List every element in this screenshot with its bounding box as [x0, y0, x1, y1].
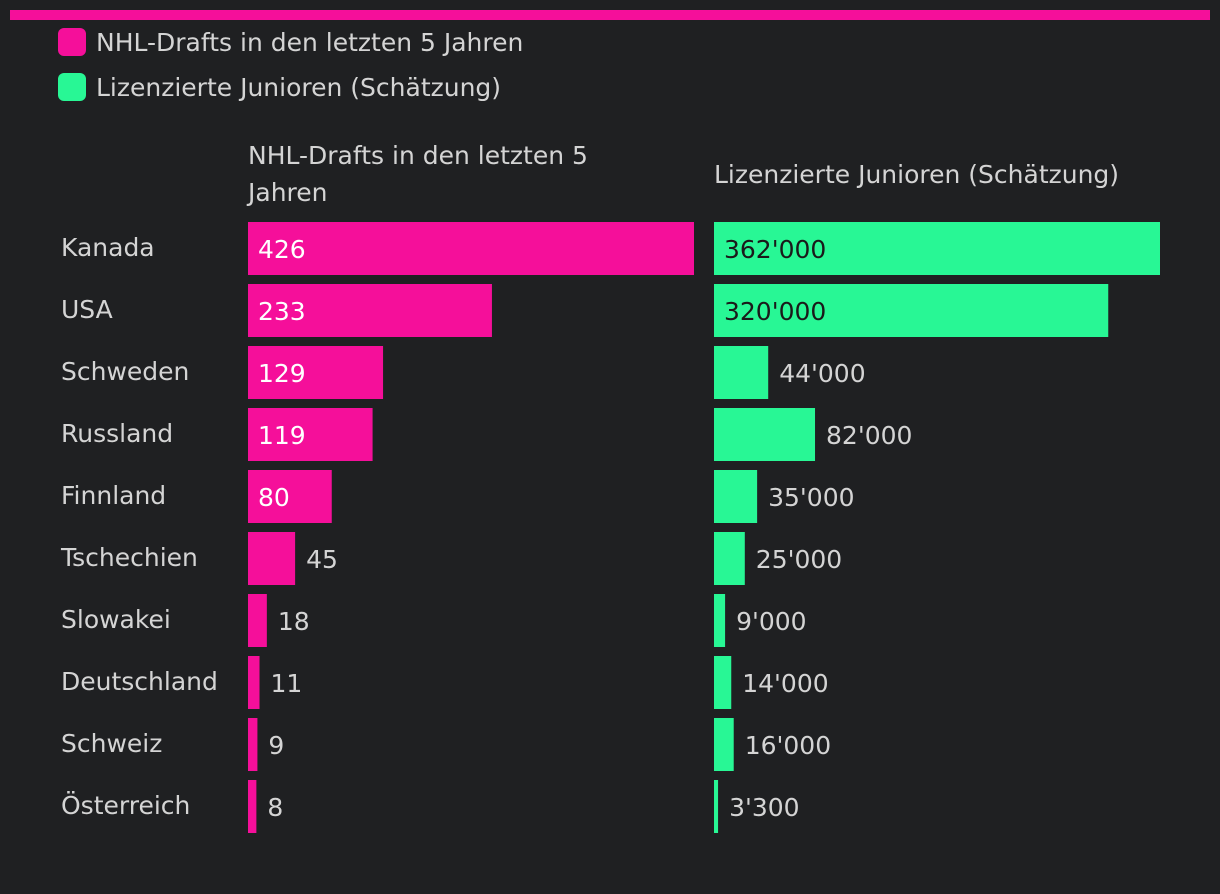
bar-juniors	[714, 284, 1109, 337]
category-label: Schweiz	[61, 729, 162, 758]
bar-drafts	[248, 346, 384, 399]
category-label: Österreich	[61, 791, 190, 820]
bar-drafts	[248, 656, 260, 709]
bar-juniors	[714, 346, 769, 399]
category-label: Kanada	[61, 233, 155, 262]
value-label-drafts: 45	[306, 545, 338, 574]
value-label-juniors: 320'000	[724, 297, 826, 326]
bar-drafts	[248, 594, 267, 647]
bar-drafts	[248, 532, 296, 585]
bar-juniors	[714, 780, 719, 833]
legend-item-juniors: Lizenzierte Junioren (Schätzung)	[58, 72, 501, 102]
value-label-juniors: 44'000	[779, 359, 865, 388]
value-label-drafts: 80	[258, 483, 290, 512]
value-label-drafts: 8	[267, 793, 283, 822]
bar-juniors	[714, 470, 758, 523]
legend-label-juniors: Lizenzierte Junioren (Schätzung)	[96, 72, 502, 102]
top-accent-bar	[10, 10, 1210, 20]
legend-swatch-juniors	[58, 73, 86, 101]
value-label-drafts: 129	[258, 359, 306, 388]
legend-label-drafts: NHL-Drafts in den letzten 5 Jahren	[96, 27, 524, 57]
bar-drafts	[248, 470, 332, 523]
bar-juniors	[714, 656, 732, 709]
bar-juniors	[714, 718, 734, 771]
value-label-juniors: 35'000	[768, 483, 854, 512]
value-label-juniors: 25'000	[756, 545, 842, 574]
value-label-drafts: 233	[258, 297, 306, 326]
category-label: Russland	[61, 419, 173, 448]
bar-juniors	[714, 222, 1160, 275]
bar-drafts	[248, 780, 257, 833]
bar-drafts	[248, 222, 694, 275]
bar-juniors	[714, 408, 816, 461]
value-label-drafts: 11	[271, 669, 303, 698]
category-label: Tschechien	[60, 543, 198, 572]
value-label-juniors: 14'000	[742, 669, 828, 698]
value-label-juniors: 82'000	[826, 421, 912, 450]
column-header-juniors: Lizenzierte Junioren (Schätzung)	[714, 160, 1120, 189]
value-label-juniors: 3'300	[729, 793, 800, 822]
value-label-juniors: 362'000	[724, 235, 826, 264]
value-label-drafts: 18	[278, 607, 310, 636]
value-label-drafts: 426	[258, 235, 306, 264]
legend-item-drafts: NHL-Drafts in den letzten 5 Jahren	[58, 27, 523, 57]
bar-drafts	[248, 408, 373, 461]
bar-drafts	[248, 718, 258, 771]
value-label-juniors: 9'000	[736, 607, 807, 636]
category-label: Slowakei	[61, 605, 171, 634]
bar-drafts	[248, 284, 492, 337]
category-label: USA	[61, 295, 113, 324]
value-label-juniors: 16'000	[745, 731, 831, 760]
bar-juniors	[714, 532, 745, 585]
category-label: Deutschland	[61, 667, 218, 696]
value-label-drafts: 119	[258, 421, 306, 450]
category-label: Schweden	[61, 357, 189, 386]
category-label: Finnland	[61, 481, 166, 510]
value-label-drafts: 9	[268, 731, 284, 760]
column-header-drafts: NHL-Drafts in den letzten 5 Jahren	[248, 141, 588, 207]
bar-juniors	[714, 594, 726, 647]
legend-swatch-drafts	[58, 28, 86, 56]
